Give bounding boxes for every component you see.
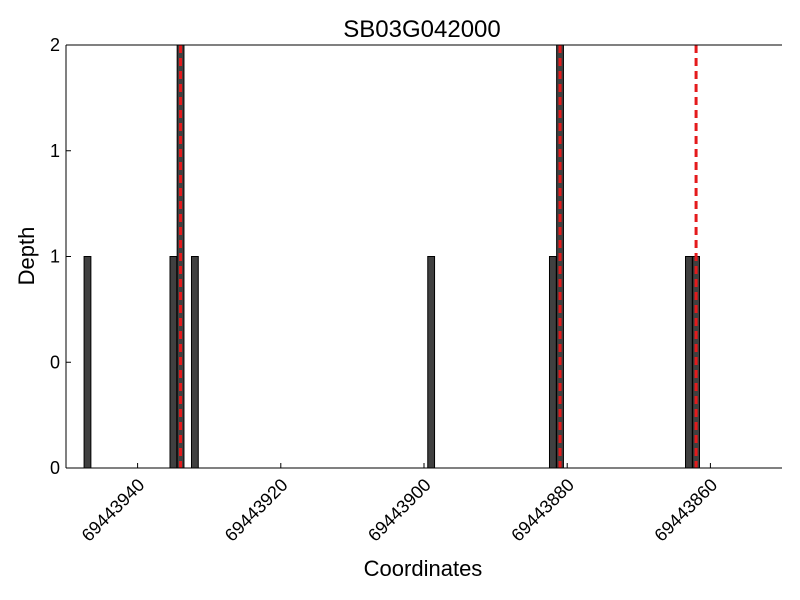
x-tick-label-3: 69443880 (507, 475, 578, 546)
y-axis-label: Depth (14, 227, 39, 286)
bar-1 (169, 256, 178, 469)
bar-7 (685, 256, 693, 469)
bar-5 (548, 256, 557, 469)
y-tick-label-1: 0 (50, 352, 60, 372)
x-tick-label-2: 69443900 (364, 475, 435, 546)
axes-layer: 0 0 1 1 2 69443940 69443920 69443900 69443880 694… (50, 35, 782, 545)
marker-lines-layer (179, 45, 698, 468)
chart-title: SB03G042000 (343, 16, 500, 43)
y-tick-label-3: 1 (50, 141, 60, 161)
bar-0 (83, 256, 92, 469)
x-tick-label-1: 69443920 (221, 475, 292, 546)
y-tick-label-4: 2 (50, 35, 60, 55)
x-tick-label-0: 69443940 (78, 475, 149, 546)
bar-4 (427, 256, 436, 469)
x-tick-label-4: 69443860 (650, 475, 721, 546)
y-tick-label-2: 1 (50, 247, 60, 267)
bar-3 (190, 256, 199, 469)
x-axis-label: Coordinates (364, 556, 483, 581)
bars-layer (83, 44, 700, 469)
y-tick-label-0: 0 (50, 458, 60, 478)
